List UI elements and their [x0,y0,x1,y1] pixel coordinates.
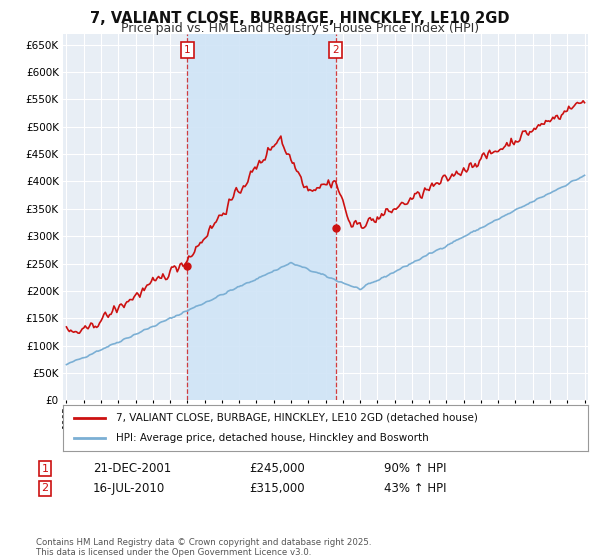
Text: 90% ↑ HPI: 90% ↑ HPI [384,462,446,475]
Text: 1: 1 [41,464,49,474]
Text: 2: 2 [41,483,49,493]
Text: HPI: Average price, detached house, Hinckley and Bosworth: HPI: Average price, detached house, Hinc… [115,433,428,443]
Text: 21-DEC-2001: 21-DEC-2001 [93,462,171,475]
Text: Price paid vs. HM Land Registry's House Price Index (HPI): Price paid vs. HM Land Registry's House … [121,22,479,35]
Text: £315,000: £315,000 [249,482,305,495]
Text: 7, VALIANT CLOSE, BURBAGE, HINCKLEY, LE10 2GD: 7, VALIANT CLOSE, BURBAGE, HINCKLEY, LE1… [90,11,510,26]
Text: Contains HM Land Registry data © Crown copyright and database right 2025.
This d: Contains HM Land Registry data © Crown c… [36,538,371,557]
Text: 2: 2 [332,45,339,55]
Text: £245,000: £245,000 [249,462,305,475]
Bar [187,34,335,400]
Text: 7, VALIANT CLOSE, BURBAGE, HINCKLEY, LE10 2GD (detached house): 7, VALIANT CLOSE, BURBAGE, HINCKLEY, LE1… [115,413,478,423]
Text: 1: 1 [184,45,191,55]
Text: 16-JUL-2010: 16-JUL-2010 [93,482,165,495]
Text: 43% ↑ HPI: 43% ↑ HPI [384,482,446,495]
